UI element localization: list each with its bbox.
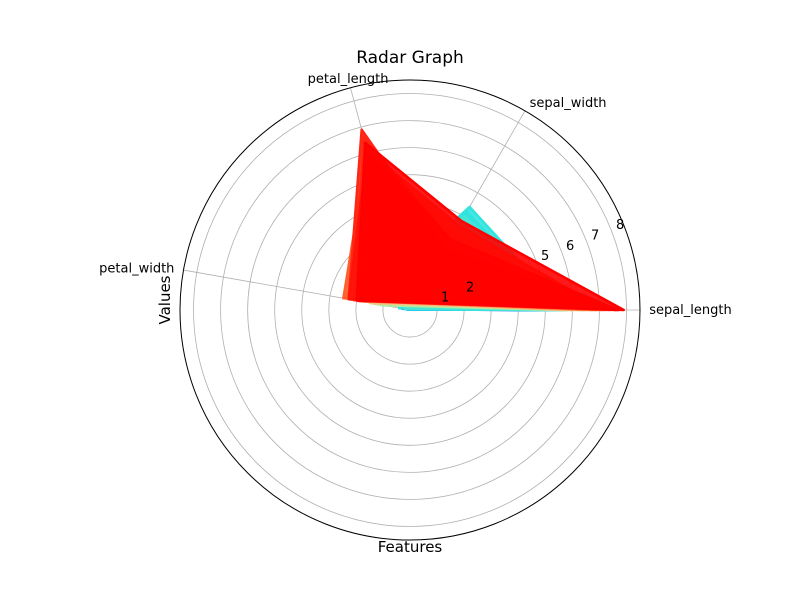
radial-tick-label: 8: [616, 218, 624, 233]
feature-label-sepal_length: sepal_length: [649, 303, 732, 318]
axis-labels: sepal_length sepal_width petal_lengthpetal…: [99, 72, 732, 318]
outer-frame: [179, 79, 641, 541]
radial-tick-label: 6: [566, 239, 574, 254]
radial-tick-label: 5: [541, 249, 549, 264]
radial-tick-label: 7: [591, 229, 599, 244]
x-axis-label: Features: [378, 538, 443, 556]
chart-title: Radar Graph: [356, 48, 464, 68]
y-axis-label: Values: [156, 275, 174, 324]
radial-tick-label: 1: [441, 291, 449, 306]
radial-tick-label: 2: [466, 280, 474, 295]
feature-label-petal_length: petal_length: [308, 72, 389, 87]
series-polygons: [342, 128, 626, 312]
polar-frame: [179, 79, 641, 541]
series-polygon: [355, 141, 626, 312]
feature-label-petal_width: petal_width: [99, 261, 174, 276]
feature-label-sepal_width: sepal_width: [530, 96, 607, 111]
